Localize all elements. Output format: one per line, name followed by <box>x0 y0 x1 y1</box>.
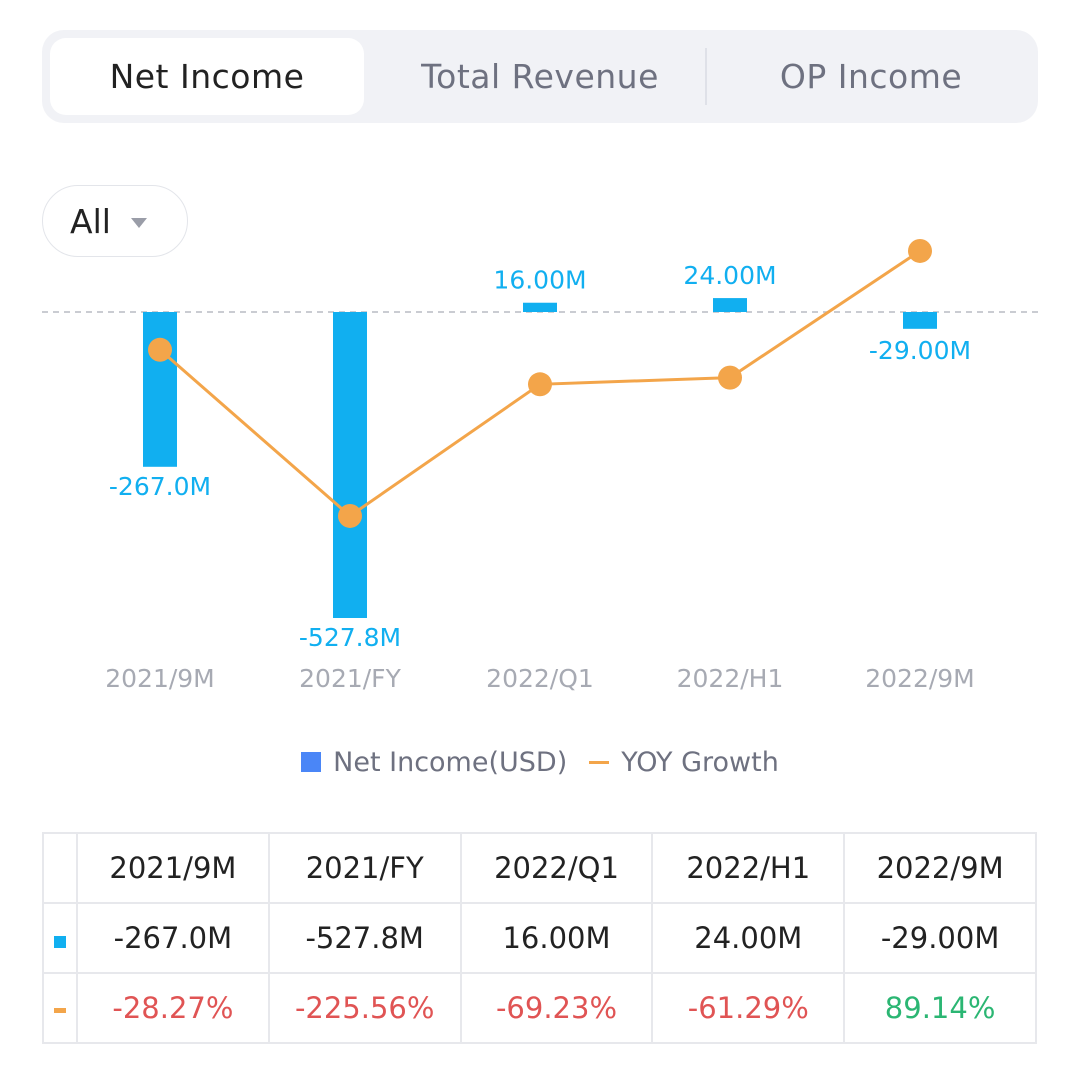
legend-item-net-income[interactable]: Net Income(USD) <box>301 747 567 778</box>
table-cell: -267.0M <box>76 902 270 974</box>
table-cell: -69.23% <box>459 972 654 1044</box>
net-income-bar <box>143 312 177 467</box>
table-cell: -28.27% <box>76 972 270 1044</box>
table-header-cell: 2022/9M <box>843 832 1037 904</box>
period-filter-label: All <box>70 201 111 241</box>
bar-value-label: -29.00M <box>869 336 971 365</box>
yoy-growth-point <box>338 503 362 528</box>
data-table: 2021/9M 2021/FY 2022/Q1 2022/H1 2022/9M … <box>42 832 1037 1044</box>
net-income-chart: -267.0M -527.8M 16.00M 24.00M -29.00M 2021/9M… <box>42 238 1038 693</box>
legend-net-income-label: Net Income(USD) <box>333 746 568 778</box>
x-tick-label: 2022/H1 <box>677 664 784 693</box>
x-tick-label: 2021/FY <box>299 664 401 693</box>
yoy-marker-cell <box>42 972 78 1044</box>
legend-line-swatch-icon <box>589 760 610 764</box>
table-cell: 89.14% <box>843 972 1037 1044</box>
bar-marker-icon <box>54 936 66 948</box>
table-header-cell: 2021/FY <box>267 832 462 904</box>
yoy-growth-point <box>528 372 552 397</box>
table-row-yoy-growth: -28.27% -225.56% -69.23% -61.29% 89.14% <box>42 972 1037 1044</box>
line-marker-icon <box>54 1007 66 1013</box>
bar-value-label: -527.8M <box>299 623 401 652</box>
net-income-bar <box>903 312 937 329</box>
legend-yoy-label: YOY Growth <box>621 746 779 778</box>
table-corner-cell <box>42 832 78 904</box>
table-header-cell: 2021/9M <box>76 832 270 904</box>
table-cell: -61.29% <box>651 972 846 1044</box>
tab-net-income[interactable]: Net Income <box>50 38 364 115</box>
table-cell: 16.00M <box>459 902 654 974</box>
table-header-cell: 2022/Q1 <box>459 832 654 904</box>
yoy-growth-point <box>148 337 172 362</box>
table-row-net-income: -267.0M -527.8M 16.00M 24.00M -29.00M <box>42 902 1037 974</box>
tab-total-revenue[interactable]: Total Revenue <box>421 57 659 96</box>
tab-divider <box>705 48 707 105</box>
table-cell: -527.8M <box>267 902 462 974</box>
bar-value-label: -267.0M <box>109 472 211 501</box>
net-income-bar <box>713 298 747 312</box>
yoy-growth-point <box>718 365 742 390</box>
metric-tab-bar: Net Income Total Revenue OP Income <box>42 30 1038 123</box>
net-income-bar <box>523 302 557 312</box>
tab-op-income[interactable]: OP Income <box>779 57 963 96</box>
bar-value-label: 16.00M <box>493 266 586 295</box>
period-filter-dropdown[interactable]: All <box>42 185 188 257</box>
table-header-row: 2021/9M 2021/FY 2022/Q1 2022/H1 2022/9M <box>42 832 1037 904</box>
legend-bar-swatch-icon <box>301 752 322 772</box>
x-tick-label: 2022/9M <box>865 664 975 693</box>
yoy-growth-point <box>908 238 932 263</box>
table-cell: -29.00M <box>843 902 1037 974</box>
table-cell: -225.56% <box>267 972 462 1044</box>
x-tick-label: 2022/Q1 <box>486 664 594 693</box>
caret-down-icon <box>130 217 147 228</box>
chart-legend: Net Income(USD) YOY Growth <box>0 740 1080 784</box>
table-cell: 24.00M <box>651 902 846 974</box>
net-income-bar <box>333 312 367 618</box>
legend-item-yoy-growth[interactable]: YOY Growth <box>589 747 779 778</box>
table-header-cell: 2022/H1 <box>651 832 846 904</box>
bar-value-label: 24.00M <box>683 261 776 290</box>
x-tick-label: 2021/9M <box>105 664 215 693</box>
net-income-marker-cell <box>42 902 78 974</box>
